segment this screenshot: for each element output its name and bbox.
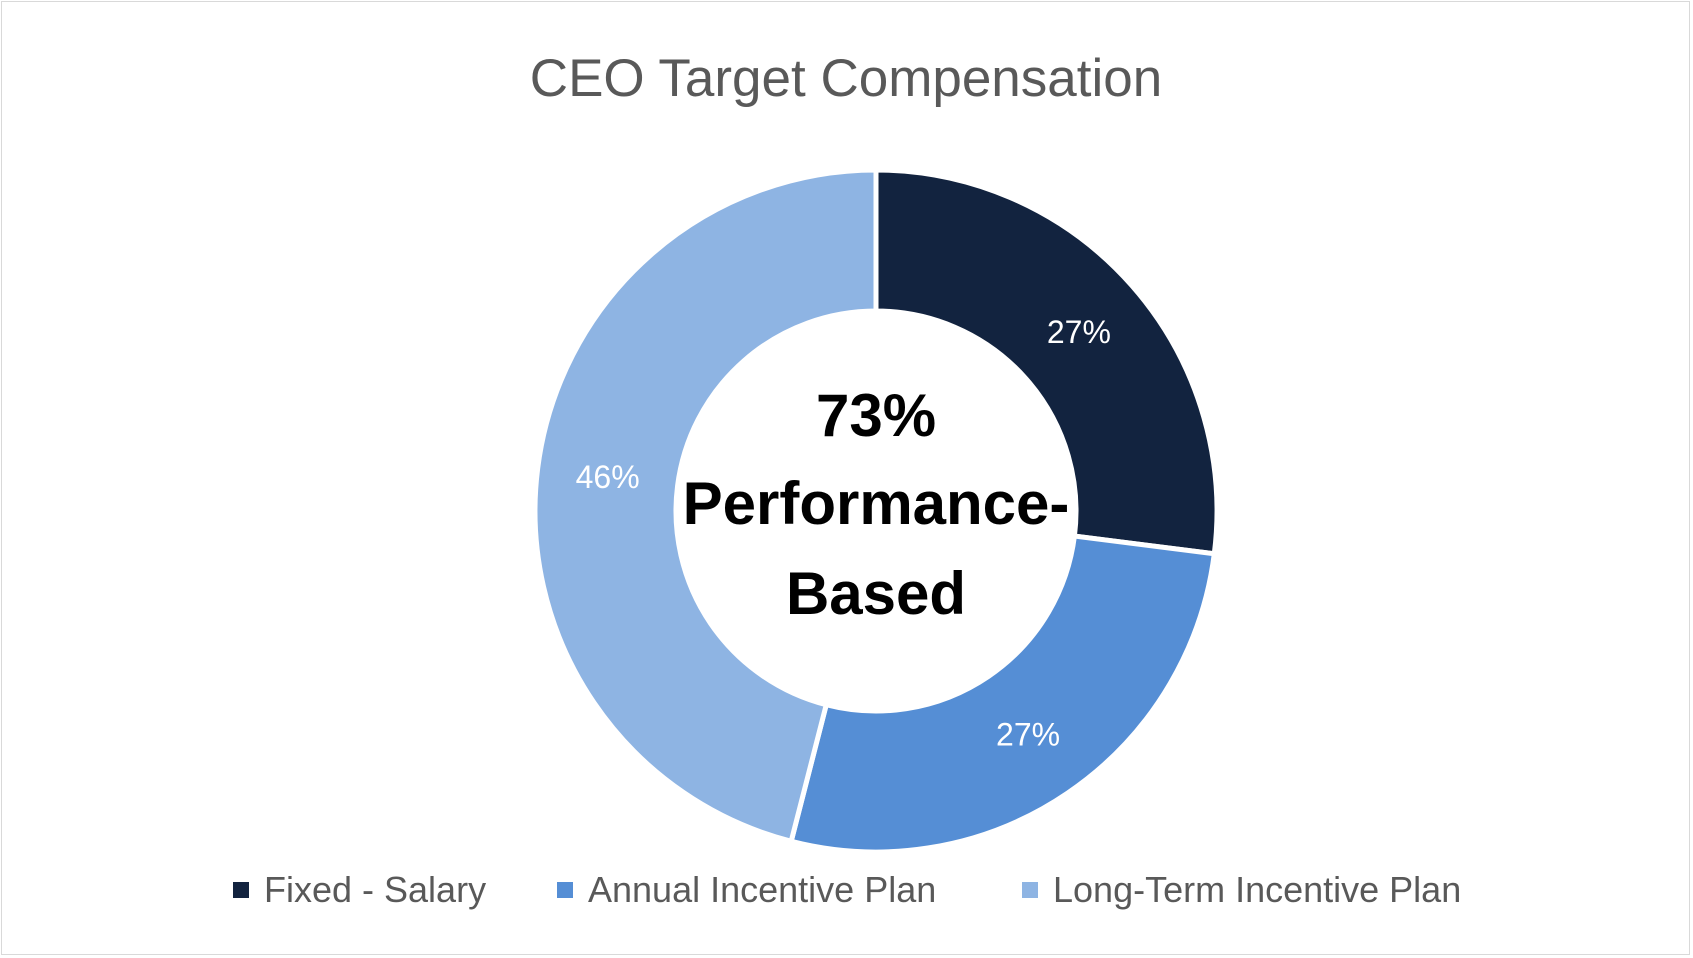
legend-swatch-1 (557, 882, 573, 898)
center-text-line3: Based (786, 560, 966, 627)
donut-slice-1 (788, 533, 1218, 855)
data-label-1: 27% (996, 717, 1060, 753)
center-text-percent: 73% (816, 382, 936, 449)
legend-label-0: Fixed - Salary (264, 869, 486, 910)
legend-label-1: Annual Incentive Plan (588, 869, 936, 910)
chart-title: CEO Target Compensation (530, 49, 1162, 108)
donut-slice-2 (532, 167, 879, 845)
legend-swatch-2 (1022, 882, 1038, 898)
data-label-0: 27% (1047, 314, 1111, 350)
data-label-2: 46% (576, 459, 640, 495)
legend-swatch-0 (233, 882, 249, 898)
legend-label-2: Long-Term Incentive Plan (1053, 869, 1461, 910)
center-text-line2: Performance- (683, 470, 1070, 537)
donut-slice-0 (873, 167, 1220, 557)
